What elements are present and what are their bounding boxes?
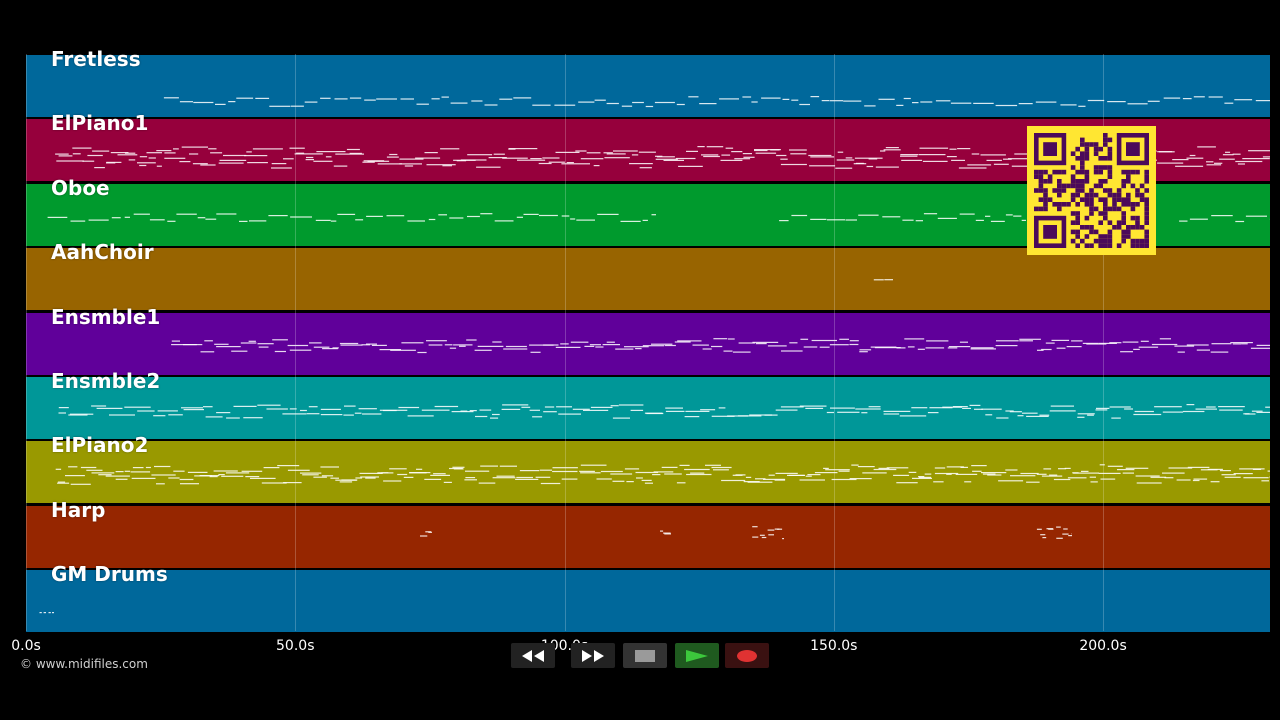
fast-forward-button[interactable] [571,643,615,668]
play-icon [686,649,708,662]
play-button[interactable] [675,643,719,668]
track-name: GM Drums [51,562,168,587]
gridline [1103,54,1105,631]
track-lane: Fretless [26,47,1270,117]
track-lane: Ensmble1 [26,305,1270,375]
rewind-icon [522,649,544,662]
track-lane: ElPiano2 [26,433,1270,504]
track-name: ElPiano2 [51,433,149,458]
gridline [295,54,297,631]
time-tick-label: 150.0s [810,638,858,654]
stop-button[interactable] [623,643,667,668]
note-pattern [47,212,1270,222]
fast-forward-icon [582,649,604,662]
gridline [833,54,835,631]
gridline [564,54,566,631]
track-lane: Ensmble2 [26,369,1270,439]
track-name: Harp [51,497,106,522]
gridline [26,54,27,631]
note-pattern [420,525,1072,539]
note-pattern [873,279,893,281]
track-lane: GM Drums [26,562,1270,633]
note-pattern [58,404,1270,419]
note-pattern [55,464,1270,486]
rewind-button[interactable] [511,643,555,668]
qr-code [1027,126,1156,255]
time-tick-label: 50.0s [276,638,315,654]
piano-roll: Fretless ElPiano1 Oboe AahChoir Ensmble1 Ensm… [26,47,1270,633]
time-tick-label: 0.0s [11,638,41,654]
track-name: Oboe [51,175,110,200]
track-name: Fretless [51,47,141,71]
record-button[interactable] [725,643,769,668]
record-icon [737,649,757,662]
track-lane: AahChoir [26,240,1270,311]
copyright-text: © www.midifiles.com [20,657,148,671]
qr-code-image [1027,126,1156,255]
track-lane: Harp [26,498,1270,568]
transport-controls [511,643,769,668]
track-name: ElPiano1 [51,111,149,136]
stop-icon [635,649,655,662]
note-pattern [171,337,1270,353]
track-name: Ensmble1 [51,304,161,329]
time-tick-label: 200.0s [1079,638,1127,654]
note-pattern [39,612,54,614]
track-name: AahChoir [51,240,154,265]
track-name: Ensmble2 [51,369,161,393]
note-pattern [163,96,1270,108]
